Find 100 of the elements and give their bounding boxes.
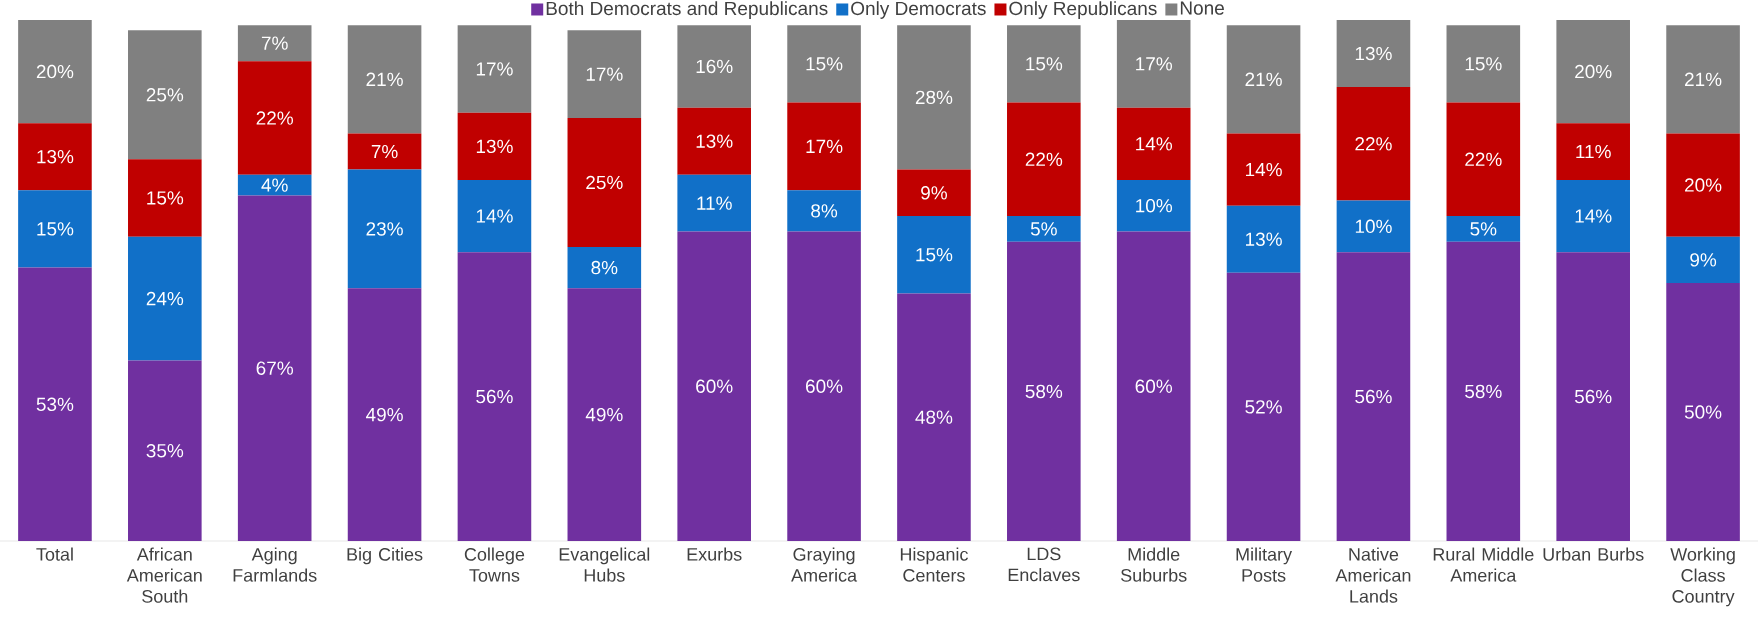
data-label: 13%	[1355, 46, 1392, 61]
bar	[677, 174, 751, 232]
x-tick-label: Hispanic Centers	[900, 547, 968, 582]
bar	[1226, 25, 1301, 134]
data-label: 16%	[696, 59, 733, 74]
data-label: 60%	[806, 379, 843, 393]
data-label: 52%	[1245, 400, 1282, 414]
data-label: 20%	[1575, 64, 1612, 79]
data-label: 67%	[256, 361, 294, 375]
data-label: 56%	[1574, 389, 1612, 404]
data-label: 22%	[1025, 152, 1063, 166]
bar	[897, 293, 971, 541]
data-label: 13%	[476, 139, 513, 154]
bar	[237, 61, 312, 175]
data-label: 48%	[915, 410, 953, 424]
data-label: 49%	[365, 407, 403, 422]
bar	[347, 169, 422, 289]
bar	[18, 190, 92, 268]
data-label: 50%	[1684, 405, 1722, 419]
bar	[1336, 252, 1411, 541]
data-label: 13%	[37, 149, 74, 164]
x-tick-label: Middle Suburbs	[1120, 547, 1187, 582]
bar	[787, 231, 861, 541]
bar	[1336, 87, 1411, 201]
data-label: 56%	[1355, 389, 1392, 404]
bar	[347, 25, 422, 134]
data-label: 15%	[806, 57, 843, 71]
data-label: 5%	[1030, 222, 1057, 236]
data-label: 20%	[1685, 178, 1722, 192]
data-label: 7%	[371, 144, 398, 159]
bar	[1666, 236, 1740, 284]
data-label: 13%	[1246, 232, 1282, 246]
bar	[1007, 241, 1081, 541]
data-label: 58%	[1025, 384, 1063, 399]
data-label: 24%	[146, 291, 184, 306]
data-label: 15%	[147, 191, 184, 205]
bar	[1007, 102, 1081, 217]
bar	[567, 288, 642, 541]
bar	[1336, 200, 1411, 253]
x-tick-label: Evangelical Hubs	[559, 547, 650, 582]
bar	[677, 107, 751, 175]
bar	[1556, 252, 1630, 541]
data-label: 35%	[146, 444, 184, 458]
bar	[1556, 123, 1630, 180]
bar	[1116, 179, 1191, 232]
data-label: 22%	[1355, 137, 1392, 151]
x-tick-label: Aging Farmlands	[233, 547, 317, 582]
data-label: 14%	[1136, 137, 1173, 151]
bar	[567, 30, 642, 118]
data-label: 53%	[36, 397, 74, 412]
bar	[1556, 19, 1630, 124]
data-label: 56%	[476, 389, 513, 404]
data-label: 21%	[366, 72, 403, 86]
bar	[897, 216, 971, 294]
legend-label: Only Democrats	[851, 1, 986, 19]
x-tick-label: Urban Burbs	[1543, 547, 1644, 561]
x-tick-label: Military Posts	[1236, 547, 1293, 582]
x-tick-label: College Towns	[464, 547, 525, 582]
data-label: 60%	[1135, 379, 1173, 393]
bar	[567, 118, 642, 247]
x-tick-label: Working Class Country	[1670, 547, 1735, 607]
bar	[18, 267, 92, 541]
bar	[1226, 272, 1301, 541]
data-label: 28%	[915, 90, 953, 105]
data-label: 22%	[1465, 152, 1502, 166]
legend-label: None	[1180, 1, 1224, 15]
bar	[677, 25, 751, 108]
bar	[457, 179, 532, 253]
bar	[1446, 102, 1521, 217]
data-label: 10%	[1355, 219, 1392, 234]
bar	[18, 123, 92, 191]
data-label: 17%	[476, 62, 513, 76]
data-label: 20%	[36, 64, 74, 79]
data-label: 8%	[811, 204, 838, 218]
data-label: 11%	[1576, 144, 1611, 159]
bar	[1556, 179, 1630, 253]
bar	[18, 19, 92, 124]
data-label: 13%	[696, 134, 733, 148]
bar	[128, 159, 202, 237]
data-label: 15%	[916, 248, 953, 262]
bar	[128, 30, 202, 160]
data-label: 17%	[586, 67, 623, 81]
bar	[1446, 216, 1521, 242]
data-label: 15%	[1465, 57, 1502, 71]
data-label: 15%	[1026, 57, 1063, 71]
bar	[457, 252, 532, 541]
data-label: 21%	[1685, 72, 1722, 86]
bar	[237, 25, 312, 62]
data-label: 10%	[1136, 198, 1173, 213]
bar	[677, 231, 751, 541]
legend-label: Only Republicans	[1009, 1, 1157, 19]
x-tick-label: Native American Lands	[1335, 547, 1411, 603]
bar	[128, 236, 202, 361]
bar	[567, 246, 642, 289]
x-tick-label: LDS Enclaves	[1008, 547, 1080, 582]
legend-label: Both Democrats and Republicans	[546, 1, 828, 19]
bar	[457, 25, 532, 113]
bar	[1226, 205, 1301, 273]
data-label: 17%	[806, 139, 843, 154]
data-label: 60%	[696, 379, 733, 393]
